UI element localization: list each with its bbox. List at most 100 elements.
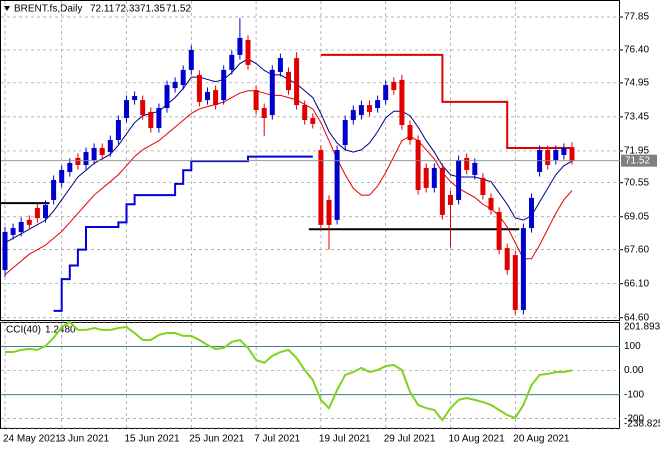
candle-body — [67, 162, 73, 173]
candle-body — [261, 108, 267, 119]
candle-body — [188, 49, 194, 70]
cci-tick-label: 100 — [624, 341, 641, 352]
candle-body — [205, 91, 210, 101]
candle-body — [156, 108, 162, 128]
channel-line — [53, 155, 313, 312]
candle-body — [75, 157, 81, 165]
candle-body — [569, 147, 575, 161]
candle-body — [367, 105, 372, 112]
candle-body — [318, 150, 324, 225]
candle-body — [91, 147, 97, 160]
y-tick-label: 76.40 — [624, 45, 649, 56]
candle-body — [99, 147, 105, 156]
chart-title: BRENT.fs,Daily — [14, 4, 82, 15]
candle-body — [51, 179, 57, 200]
last-price-box — [621, 154, 657, 167]
candle-body — [334, 150, 340, 220]
candle-body — [196, 74, 202, 102]
candle-body — [553, 150, 559, 160]
x-tick-label: 3 Jun 2021 — [60, 434, 110, 445]
candle-body — [2, 231, 8, 271]
last-price-label: 71.52 — [625, 155, 650, 166]
candle-body — [375, 100, 381, 109]
candle-body — [269, 69, 275, 116]
y-tick-label: 70.55 — [624, 177, 649, 188]
candle-body — [164, 85, 170, 109]
candle-body — [302, 105, 308, 121]
cci-tick-label: 0.00 — [624, 365, 644, 376]
candle-body — [342, 120, 348, 146]
average-line — [4, 90, 573, 275]
header-arrow — [4, 6, 10, 11]
candle-body — [504, 248, 510, 271]
candle-body — [383, 85, 389, 101]
cci-tick-label: 201.8937 — [624, 322, 660, 333]
y-tick-label: 74.95 — [624, 77, 649, 88]
candle-body — [415, 140, 421, 190]
cci-tick-label: -100 — [624, 389, 644, 400]
header-high: 72.33 — [115, 4, 140, 15]
channel-line — [320, 53, 572, 149]
cci-panel — [0, 322, 620, 429]
candle-body — [488, 197, 494, 210]
candle-body — [172, 81, 178, 89]
y-tick-label: 66.10 — [624, 278, 649, 289]
candle-body — [221, 69, 227, 101]
y-tick-label: 71.95 — [624, 146, 649, 157]
candle-body — [439, 167, 445, 215]
candle-body — [456, 160, 462, 200]
candle-body — [294, 58, 300, 106]
candle-body — [140, 100, 146, 116]
candle-body — [10, 228, 16, 235]
y-tick-label: 64.60 — [624, 312, 649, 323]
candle-body — [448, 194, 453, 205]
candle-body — [26, 219, 32, 225]
y-tick-label: 73.45 — [624, 112, 649, 123]
candle-body — [237, 37, 243, 55]
x-tick-label: 7 Jul 2021 — [254, 434, 301, 445]
candle-body — [391, 81, 397, 91]
cci-tick-label: -238.825 — [624, 419, 660, 430]
candle-body — [358, 105, 364, 116]
header-open: 72.11 — [90, 4, 115, 15]
candle-body — [310, 118, 316, 124]
header-low: 71.35 — [140, 4, 165, 15]
candle-body — [520, 228, 526, 311]
candle-body — [350, 110, 356, 121]
candle-body — [180, 69, 186, 86]
candle-body — [245, 39, 251, 65]
candle-body — [18, 221, 24, 232]
candle-body — [132, 96, 138, 101]
candle-body — [286, 71, 291, 91]
candle-body — [496, 211, 502, 250]
y-tick-label: 77.85 — [624, 12, 649, 23]
x-tick-label: 10 Aug 2021 — [449, 434, 506, 445]
cci-name: CCI(40) — [6, 325, 41, 336]
candle-body — [124, 100, 129, 119]
candle-body — [423, 167, 429, 188]
candle-body — [107, 140, 113, 153]
candle-body — [43, 204, 48, 219]
header-close: 71.52 — [166, 4, 191, 15]
candle-body — [431, 167, 437, 188]
candle-body — [34, 207, 40, 219]
candle-body — [512, 255, 518, 311]
candle-body — [59, 169, 65, 183]
candle-body — [115, 120, 121, 141]
x-tick-label: 25 Jun 2021 — [189, 434, 244, 445]
candle-body — [399, 79, 405, 126]
candle-body — [407, 125, 413, 141]
candle-body — [326, 199, 332, 225]
candle-body — [83, 152, 89, 165]
x-tick-label: 29 Jul 2021 — [384, 434, 436, 445]
candle-body — [545, 150, 551, 165]
candle-body — [213, 90, 219, 106]
x-tick-label: 24 May 2021 — [3, 434, 61, 445]
candle-body — [529, 197, 534, 229]
x-tick-label: 19 Jul 2021 — [319, 434, 371, 445]
cci-tick-label: -200 — [624, 413, 644, 424]
candle-body — [464, 157, 470, 170]
candle-body — [480, 177, 486, 195]
candle-body — [253, 90, 259, 111]
